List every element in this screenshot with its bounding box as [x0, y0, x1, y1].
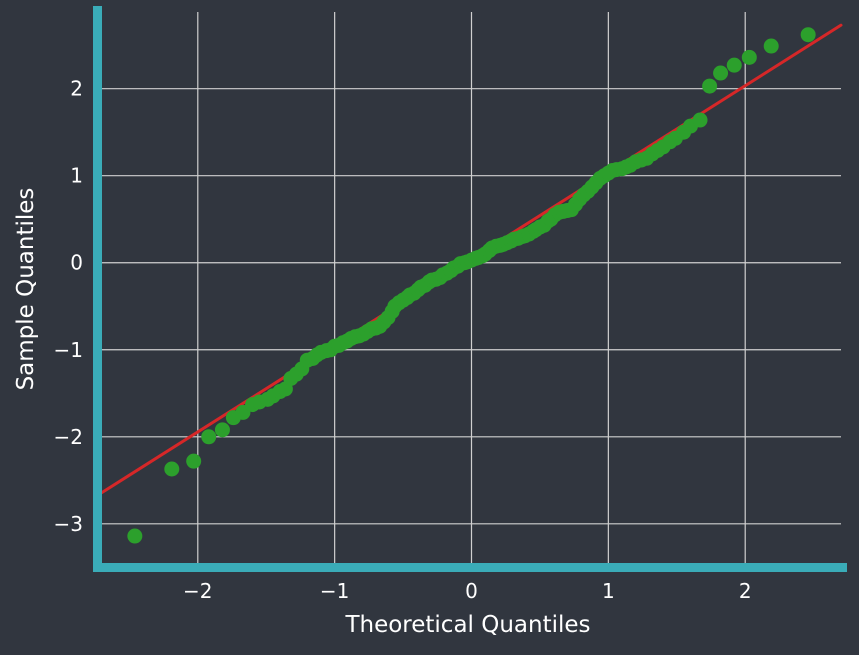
sample-point: [164, 461, 180, 477]
x-tick-label: 2: [739, 579, 752, 603]
x-axis-spine: [93, 563, 847, 572]
sample-point: [713, 65, 729, 81]
sample-point: [127, 528, 143, 544]
sample-point: [201, 429, 217, 445]
axis-spines: [93, 6, 847, 572]
sample-point: [692, 112, 708, 128]
y-axis-spine: [93, 6, 102, 572]
sample-point: [186, 453, 202, 469]
sample-point: [214, 422, 230, 438]
y-tick-label: −3: [54, 512, 83, 536]
y-tick-label: −2: [54, 425, 83, 449]
sample-point: [702, 78, 718, 94]
x-tick-label: −2: [183, 579, 212, 603]
sample-point: [741, 49, 757, 65]
x-axis-label: Theoretical Quantiles: [344, 612, 590, 638]
sample-point: [726, 57, 742, 73]
sample-points: [127, 27, 816, 544]
x-tick-label: 0: [465, 579, 478, 603]
y-tick-labels: −3 −2 −1 0 1 2: [54, 77, 83, 536]
y-tick-label: 0: [70, 251, 83, 275]
y-tick-label: 2: [70, 77, 83, 101]
y-tick-label: 1: [70, 164, 83, 188]
sample-point: [763, 38, 779, 54]
sample-point: [800, 27, 816, 43]
x-tick-labels: −2 −1 0 1 2: [183, 579, 752, 603]
y-tick-label: −1: [54, 338, 83, 362]
x-tick-label: −1: [320, 579, 349, 603]
x-tick-label: 1: [602, 579, 615, 603]
y-axis-label: Sample Quantiles: [13, 188, 39, 391]
